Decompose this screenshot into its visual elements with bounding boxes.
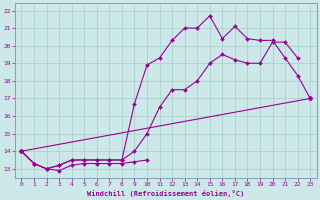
X-axis label: Windchill (Refroidissement éolien,°C): Windchill (Refroidissement éolien,°C) — [87, 190, 244, 197]
